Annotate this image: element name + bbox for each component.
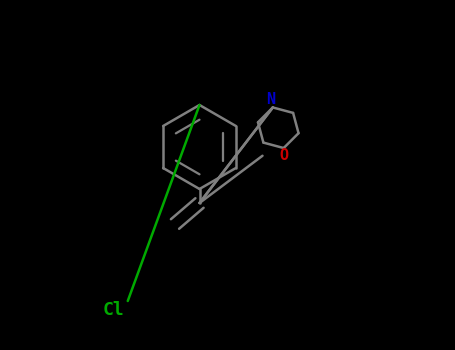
Text: O: O [279, 148, 288, 162]
Text: Cl: Cl [103, 301, 125, 319]
Text: N: N [267, 92, 276, 107]
